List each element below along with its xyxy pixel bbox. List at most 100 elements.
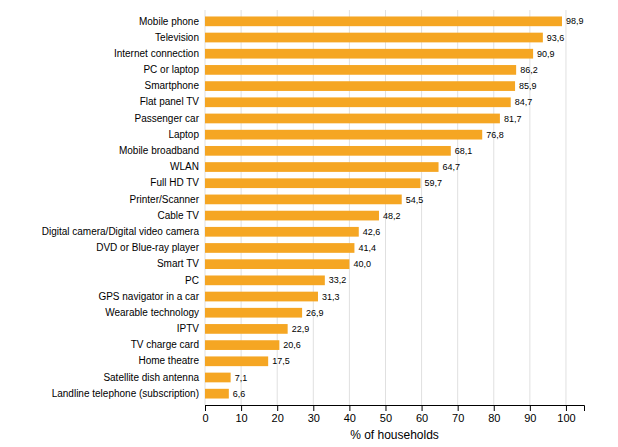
data-label: 98,9 (566, 16, 584, 26)
x-tick: 90 (524, 405, 536, 424)
x-tick-mark (566, 405, 567, 411)
data-label: 59,7 (424, 178, 442, 188)
data-label: 54,5 (406, 195, 424, 205)
bar (205, 33, 543, 43)
x-tick-label: 70 (452, 412, 464, 424)
y-tick: Landline telephone (subscription) (52, 388, 205, 399)
x-tick: 30 (308, 405, 320, 424)
x-tick-mark (385, 405, 386, 411)
x-tick-label: 80 (488, 412, 500, 424)
chart-svg: 0 10 20 30 40 50 60 70 80 90 100 Landline telephone… (0, 0, 618, 447)
bar (205, 211, 379, 221)
plot: 0 10 20 30 40 50 60 70 80 90 100 Landline telephone… (42, 10, 585, 442)
x-tick-mark (205, 405, 206, 411)
x-tick-label: 60 (416, 412, 428, 424)
x-tick-label: 100 (557, 412, 575, 424)
data-label: 20,6 (283, 340, 301, 350)
y-tick: Passenger car (135, 113, 205, 124)
bar (205, 227, 359, 237)
y-tick: Cable TV (157, 210, 205, 221)
y-tick-label: Passenger car (135, 113, 200, 124)
bar (205, 146, 451, 156)
data-label: 7,1 (235, 373, 248, 383)
x-tick: 100 (557, 405, 575, 424)
data-label: 22,9 (292, 324, 310, 334)
bar (205, 292, 318, 302)
y-tick-label: DVD or Blue-ray player (96, 242, 199, 253)
y-tick: Satellite dish antenna (103, 372, 205, 383)
grid-line (565, 10, 566, 405)
y-tick: DVD or Blue-ray player (96, 242, 205, 253)
bar (205, 275, 325, 285)
x-tick-mark (313, 405, 314, 411)
y-tick: GPS navigator in a car (98, 291, 205, 302)
x-tick: 40 (344, 405, 356, 424)
y-tick-label: Smart TV (157, 258, 199, 269)
data-label: 6,6 (233, 389, 246, 399)
y-tick-label: Satellite dish antenna (103, 372, 199, 383)
y-tick: Home theatre (138, 355, 205, 366)
y-tick-label: Full HD TV (150, 177, 199, 188)
bar (205, 389, 229, 399)
data-label: 68,1 (455, 146, 473, 156)
bar (205, 259, 349, 269)
data-label: 31,3 (322, 292, 340, 302)
bar (205, 162, 439, 172)
bar (205, 130, 482, 140)
y-tick-label: PC (185, 275, 199, 286)
x-tick-label: 30 (308, 412, 320, 424)
y-tick-label: Television (155, 32, 199, 43)
data-label: 81,7 (504, 114, 522, 124)
x-tick: 70 (452, 405, 464, 424)
data-label: 84,7 (515, 97, 533, 107)
y-tick: Smartphone (145, 80, 205, 91)
y-tick: TV charge card (131, 339, 205, 350)
x-tick-mark (349, 405, 350, 411)
x-tick-mark (422, 405, 423, 411)
data-label: 41,4 (358, 243, 376, 253)
y-tick-label: Smartphone (145, 80, 200, 91)
data-label: 40,0 (353, 259, 371, 269)
data-label: 85,9 (519, 81, 537, 91)
y-tick-label: PC or laptop (143, 64, 199, 75)
x-tick: 60 (416, 405, 428, 424)
y-tick-label: Mobile broadband (119, 145, 199, 156)
x-tick-mark (530, 405, 531, 411)
y-tick-label: IPTV (177, 323, 200, 334)
y-tick-label: GPS navigator in a car (98, 291, 199, 302)
data-label: 93,6 (547, 33, 565, 43)
y-tick-label: TV charge card (131, 339, 199, 350)
x-tick: 50 (380, 405, 392, 424)
bar (205, 308, 302, 318)
data-label: 90,9 (537, 49, 555, 59)
data-label: 33,2 (329, 275, 347, 285)
y-tick: Full HD TV (150, 177, 205, 188)
x-tick-mark (241, 405, 242, 411)
x-tick-label: 0 (202, 412, 208, 424)
x-axis-title: % of households (350, 428, 439, 442)
bar (205, 65, 516, 75)
y-tick: IPTV (177, 323, 205, 334)
x-tick-label: 50 (380, 412, 392, 424)
x-tick-mark (277, 405, 278, 411)
x-tick-label: 20 (272, 412, 284, 424)
y-tick: Smart TV (157, 258, 205, 269)
y-tick-label: Printer/Scanner (130, 194, 200, 205)
y-tick-label: WLAN (170, 161, 199, 172)
x-tick-mark (458, 405, 459, 411)
y-tick: Laptop (168, 129, 205, 140)
y-tick-label: Digital camera/Digital video camera (42, 226, 200, 237)
y-tick: Flat panel TV (140, 96, 205, 107)
x-tick: 80 (488, 405, 500, 424)
data-labels: 6,67,117,520,622,926,931,333,240,041,442… (233, 16, 584, 398)
y-tick: PC or laptop (143, 64, 205, 75)
data-label: 26,9 (306, 308, 324, 318)
data-label: 64,7 (443, 162, 461, 172)
data-label: 86,2 (520, 65, 538, 75)
x-tick: 10 (235, 405, 247, 424)
x-tick-mark (494, 405, 495, 411)
y-axis: Landline telephone (subscription) Satelli… (42, 16, 205, 399)
bar (205, 97, 511, 107)
y-tick: PC (185, 275, 205, 286)
y-tick: Printer/Scanner (130, 194, 205, 205)
